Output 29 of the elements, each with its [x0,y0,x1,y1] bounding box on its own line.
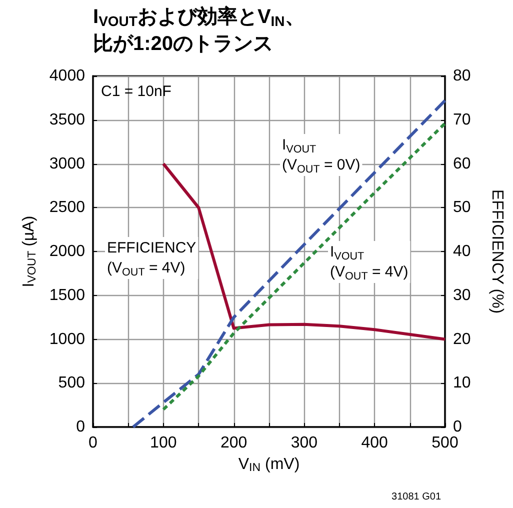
x-tick-label: 300 [290,434,318,452]
y-tick-label: 2500 [49,199,86,216]
y-tick-label: 1000 [49,330,86,348]
chart-title: I$_{VOUT}$および効率とV$_{IN}$、比が1:20のトランス [93,4,306,57]
y-tick-label: 500 [58,374,86,392]
y2-axis-title: EFFICIENCY (%) [488,189,506,314]
y-axis-title: IVOUT (µA) [20,216,39,288]
x-tick-label: 200 [220,434,248,452]
x-tick-label: 0 [88,434,98,452]
text: 31081 G01 [392,492,442,502]
y2-tick-label: 20 [453,330,471,348]
y2-tick-label: 10 [453,374,471,392]
y2-tick-label: 40 [453,243,471,260]
x-tick-label: 500 [432,434,458,452]
y2-tick-label: 30 [453,286,471,304]
annotation: C1 = 10nF [101,83,172,100]
x-tick-label: 400 [361,434,388,452]
y-tick-label: 3500 [49,111,86,128]
y-tick-label: 0 [76,418,86,436]
y2-tick-label: 60 [453,155,471,172]
x-tick-label: 100 [150,434,177,452]
y-tick-label: 4000 [49,68,86,84]
y-tick-label: 2000 [49,243,86,260]
y-tick-label: 3000 [49,155,86,172]
y2-tick-label: 80 [453,68,471,84]
y-tick-label: 1500 [49,286,86,304]
y2-tick-label: 0 [453,418,462,436]
y2-tick-label: 50 [453,199,471,216]
y2-tick-label: 70 [453,111,471,128]
